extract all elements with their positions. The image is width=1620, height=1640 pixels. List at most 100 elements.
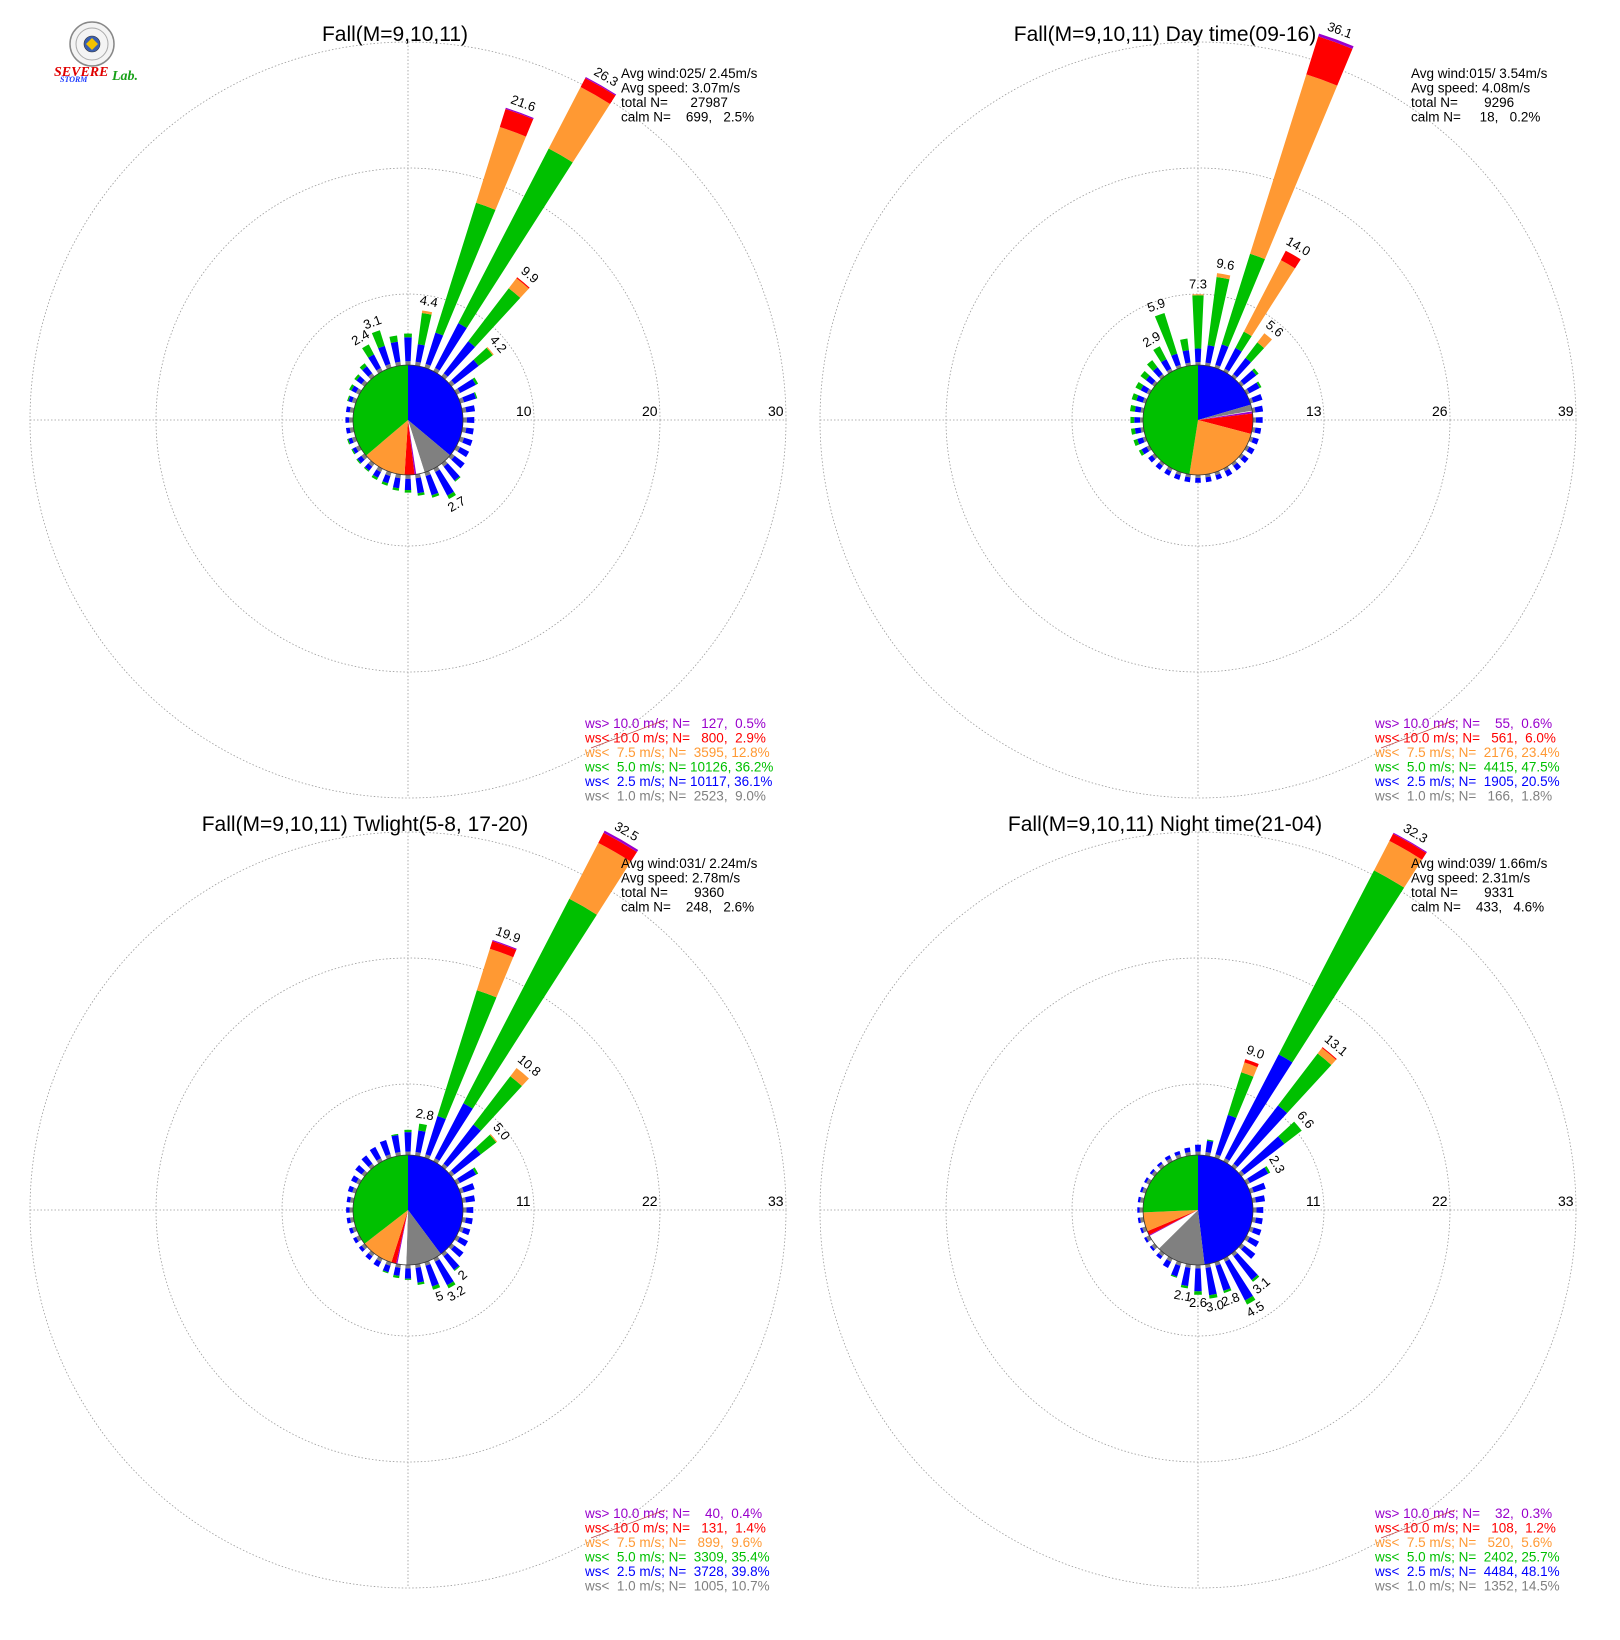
- bar-segment-lt5: [1130, 428, 1136, 435]
- pie-slice-lt1: [1158, 1210, 1205, 1265]
- bar-segment-lt2_5: [1205, 345, 1215, 364]
- bar-segment-lt5: [389, 335, 398, 343]
- bar-segment-lt1: [1158, 1250, 1165, 1257]
- legend-entry-lt1: ws< 1.0 m/s; N= 166, 1.8%: [1374, 789, 1552, 804]
- bar-value-label: 2.8: [415, 1105, 435, 1123]
- bar-segment-lt1: [461, 427, 467, 433]
- bar-segment-lt1: [462, 1207, 467, 1213]
- bar-value-label: 2: [455, 1267, 470, 1283]
- bar-segment-lt5: [1251, 1274, 1260, 1282]
- bar-dir-120: [1244, 1235, 1260, 1248]
- bar-segment-lt1: [361, 1170, 368, 1177]
- bar-dir-280: [346, 1196, 355, 1203]
- panel-title: Fall(M=9,10,11) Twlight(5-8, 17-20): [202, 813, 529, 836]
- bar-dir-0: [1195, 1144, 1201, 1156]
- pie-slice-lt2_5: [408, 1155, 463, 1255]
- bar-segment-lt1: [1244, 1235, 1250, 1242]
- bar-segment-lt2_5: [1137, 1196, 1141, 1203]
- panel-title: Fall(M=9,10,11) Night time(21-04): [1008, 813, 1322, 836]
- bar-segment-lt1: [441, 373, 448, 380]
- bar-dir-210: [371, 466, 383, 481]
- bar-dir-200: [1173, 470, 1182, 480]
- bar-segment-lt10: [1306, 36, 1353, 86]
- bar-dir-170: [415, 473, 425, 496]
- bar-segment-gt10: [1318, 33, 1354, 49]
- polar-grid: [29, 831, 787, 1589]
- bar-segment-lt2_5: [355, 1165, 365, 1175]
- bar-segment-lt1: [1244, 445, 1250, 452]
- bar-segment-lt1: [356, 1178, 362, 1185]
- bar-segment-lt1: [1158, 460, 1165, 467]
- bar-segment-lt2_5: [1224, 1259, 1253, 1301]
- bar-dir-10: 2.8: [415, 1105, 435, 1157]
- bar-segment-lt1: [433, 367, 440, 374]
- bar-segment-lt2_5: [451, 455, 465, 469]
- pie-outline: [1142, 364, 1254, 476]
- bar-dir-260: [346, 1217, 355, 1224]
- bar-segment-lt5: [458, 148, 573, 329]
- legend-strike-line: [1380, 1509, 1456, 1539]
- bar-segment-lt2_5: [1215, 1263, 1231, 1291]
- ring-tick-label: 11: [516, 1193, 531, 1209]
- bar-dir-190: [392, 473, 401, 491]
- bar-dir-170: [415, 1263, 425, 1285]
- stat-avg-wind: Avg wind:039/ 1.66m/s: [1411, 856, 1548, 871]
- bar-dir-90: [1252, 417, 1263, 423]
- bar-segment-lt2_5: [1240, 455, 1249, 464]
- bar-segment-lt2_5: [1173, 473, 1181, 480]
- bar-segment-lt2_5: [1251, 1227, 1262, 1236]
- bar-dir-160: 2.8: [1214, 1260, 1242, 1309]
- pie-outline: [352, 1154, 464, 1266]
- bar-segment-lt2_5: [451, 1245, 464, 1258]
- bar-segment-lt5: [472, 377, 479, 385]
- bar-segment-lt5: [447, 1281, 456, 1289]
- bar-dir-310: [355, 1165, 368, 1177]
- legend-strike-line: [590, 1509, 666, 1539]
- bar-segment-lt1: [441, 460, 448, 467]
- windrose-panel-2: 13 26 397.39.636.114.05.62.95.9Fall(M=9,10…: [819, 19, 1577, 804]
- bar-segment-lt2_5: [348, 1227, 355, 1234]
- ring-tick-label: 33: [768, 1193, 784, 1209]
- pie-slice-lt5: [353, 1155, 408, 1244]
- bar-segment-lt2_5: [462, 437, 473, 446]
- bar-segment-lt7_5: [569, 842, 631, 915]
- grid-ring-3: [819, 41, 1577, 799]
- bar-segment-lt2_5: [443, 1253, 460, 1271]
- bar-dir-80: [461, 405, 476, 413]
- bar-dir-350: [391, 1133, 401, 1157]
- bar-segment-lt1: [1142, 397, 1148, 404]
- bar-dir-270: [346, 1207, 354, 1213]
- bar-segment-lt5: [404, 1278, 412, 1280]
- bar-segment-lt1: [1142, 436, 1148, 443]
- speed-pie: [352, 1154, 464, 1266]
- bar-dir-200: [382, 1260, 392, 1274]
- bar-segment-lt2_5: [1136, 395, 1145, 403]
- bar-segment-lt1: [1248, 397, 1254, 404]
- bar-segment-lt2_5: [352, 447, 359, 454]
- bar-segment-lt2_5: [368, 354, 381, 371]
- legend-entry-lt7_5: ws< 7.5 m/s; N= 2176, 23.4%: [1374, 745, 1560, 760]
- bar-segment-lt7_5: [476, 127, 526, 210]
- bar-segment-lt1: [1139, 1207, 1144, 1213]
- bar-value-label: 2.8: [1219, 1289, 1241, 1309]
- bar-segment-lt2_5: [434, 1103, 473, 1161]
- bar-dir-290: [347, 395, 358, 404]
- bar-dir-240: [351, 445, 362, 455]
- bar-segment-lt5: [1227, 1072, 1254, 1118]
- lab-logo: SEVERE STORM Lab.: [54, 21, 138, 84]
- legend-entry-lt7_5: ws< 7.5 m/s; N= 899, 9.6%: [584, 1535, 762, 1550]
- bar-segment-lt2_5: [1241, 1136, 1285, 1175]
- bar-segment-lt5: [1131, 393, 1139, 401]
- stat-total: total N= 9296: [1411, 95, 1514, 110]
- bar-dir-60: [454, 377, 479, 395]
- bar-segment-lt1: [1166, 368, 1173, 374]
- bar-segment-lt2_5: [351, 1175, 359, 1184]
- bar-segment-lt5: [1278, 1121, 1302, 1144]
- bar-dir-250: [1133, 436, 1148, 446]
- direction-bars: 2.819.932.510.85.023.25: [346, 818, 641, 1304]
- bar-segment-lt5: [418, 1123, 427, 1132]
- bar-segment-lt2_5: [1134, 406, 1142, 413]
- bar-dir-70: [1248, 394, 1263, 404]
- bar-segment-lt5: [1223, 1288, 1232, 1294]
